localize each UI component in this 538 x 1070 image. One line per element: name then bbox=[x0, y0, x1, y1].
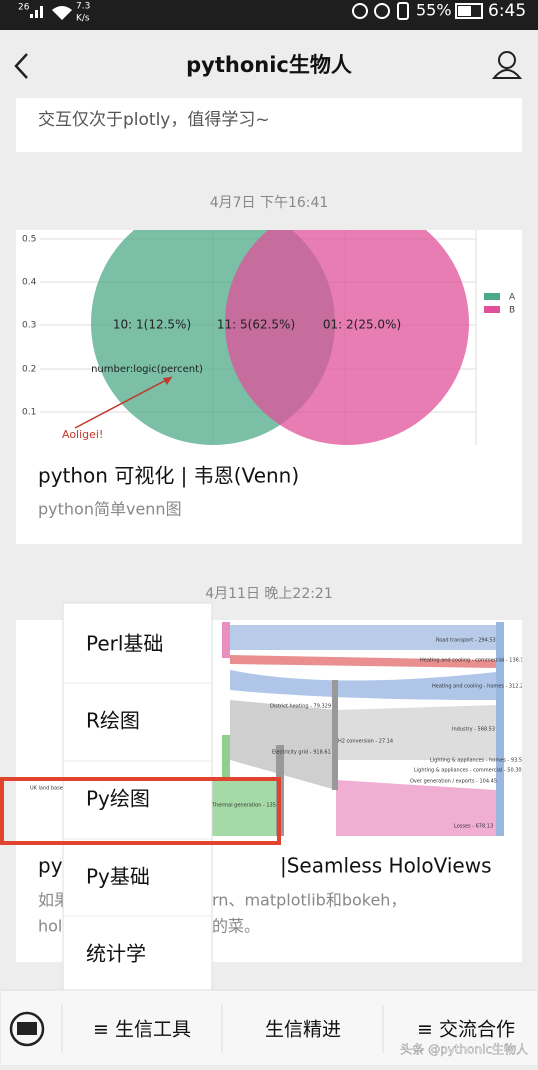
sankey-label: Over generation / exports - 104.45 bbox=[410, 779, 497, 785]
menu-item[interactable]: Py绘图 bbox=[86, 787, 150, 811]
bottom-menu[interactable]: 生信精进 bbox=[265, 1019, 341, 1041]
menu-item[interactable]: Perl基础 bbox=[86, 632, 163, 656]
speed: 7.3 bbox=[76, 2, 90, 12]
y-tick-label: 0.5 bbox=[22, 235, 36, 245]
card-title: |Seamless HoloViews bbox=[280, 854, 491, 878]
y-tick-label: 0.4 bbox=[22, 278, 37, 288]
venn-label: 01: 2(25.0%) bbox=[323, 318, 401, 332]
bottom-menu[interactable]: ≡ 生信工具 bbox=[93, 1019, 191, 1041]
header bbox=[0, 30, 538, 100]
menu-item[interactable]: R绘图 bbox=[86, 709, 140, 733]
status-bar bbox=[0, 0, 538, 30]
card-title: py bbox=[38, 854, 63, 878]
highlight-box bbox=[0, 777, 281, 845]
bottom-menu[interactable]: ≡ 交流合作 bbox=[417, 1019, 515, 1041]
battery-pct: 55% bbox=[416, 1, 452, 20]
card-desc: hol bbox=[38, 917, 62, 936]
y-tick-label: 0.3 bbox=[22, 321, 36, 331]
sankey-label: H2 conversion - 27.14 bbox=[338, 739, 393, 745]
legend-label: A bbox=[509, 293, 516, 303]
popup-menu bbox=[62, 602, 213, 991]
watermark: 头条 @pythonic生物人 bbox=[400, 1043, 528, 1057]
sankey-label: Electricity grid - 918.61 bbox=[272, 750, 331, 756]
card-desc: 的菜。 bbox=[212, 917, 260, 936]
legend-label: B bbox=[509, 306, 515, 316]
venn-label: 10: 1(12.5%) bbox=[113, 318, 191, 332]
sankey-label: UK land based bbox=[30, 786, 66, 792]
bottom-bar bbox=[0, 989, 538, 1067]
card[interactable] bbox=[16, 98, 522, 152]
menu-item[interactable]: Py基础 bbox=[86, 865, 150, 889]
back-button[interactable] bbox=[14, 53, 28, 79]
venn-image: 0.5 0.4 0.3 0.2 0.1 10: 1(12.5%) 11: 5(6… bbox=[16, 230, 522, 445]
annotation: number:logic(percent) bbox=[91, 364, 203, 375]
sankey-label: Road transport - 294.53 bbox=[436, 638, 496, 644]
sankey-label: Losses - 678.13 bbox=[454, 824, 493, 830]
menu-item[interactable]: 统计学 bbox=[86, 942, 146, 966]
sankey-label: Heating and cooling - homes - 312.2 bbox=[432, 684, 523, 690]
arrow-text: Aoligei! bbox=[62, 428, 103, 441]
status-icons: 26 7.3 K/s 55% 6:45 bbox=[18, 1, 526, 24]
sankey-label: Industry - 568.53 bbox=[452, 727, 495, 733]
card-desc: python简单venn图 bbox=[38, 500, 182, 519]
card-desc: rn、matplotlib和bokeh， bbox=[212, 891, 406, 910]
signal: 26 bbox=[18, 3, 30, 13]
venn-label: 11: 5(62.5%) bbox=[217, 318, 295, 332]
clock: 6:45 bbox=[488, 1, 526, 21]
sankey-label: Lighting & appliances - homes - 93.556 bbox=[430, 758, 528, 764]
sankey-label: District heating - 79.329 bbox=[270, 704, 331, 710]
card-desc: 交互仅次于plotly，值得学习~ bbox=[38, 110, 270, 130]
header-title: pythonic生物人 bbox=[186, 53, 352, 77]
keyboard-button[interactable] bbox=[9, 1011, 45, 1047]
sankey-label: Heating and cooling - commercial - 136.1… bbox=[420, 658, 527, 664]
timestamp: 4月7日 下午16:41 bbox=[210, 195, 329, 211]
sankey-label: Lighting & appliances - commercial - 50.… bbox=[414, 768, 525, 774]
timestamp: 4月11日 晚上22:21 bbox=[205, 586, 333, 602]
speed-unit: K/s bbox=[76, 14, 90, 24]
card-title: python 可视化 | 韦恩(Venn) bbox=[38, 464, 299, 488]
card-desc: 如果 bbox=[38, 891, 70, 910]
y-tick-label: 0.1 bbox=[22, 408, 36, 418]
y-tick-label: 0.2 bbox=[22, 365, 36, 375]
profile-button[interactable] bbox=[491, 51, 523, 79]
sankey-label: Thermal generation - 135 bbox=[211, 803, 276, 809]
